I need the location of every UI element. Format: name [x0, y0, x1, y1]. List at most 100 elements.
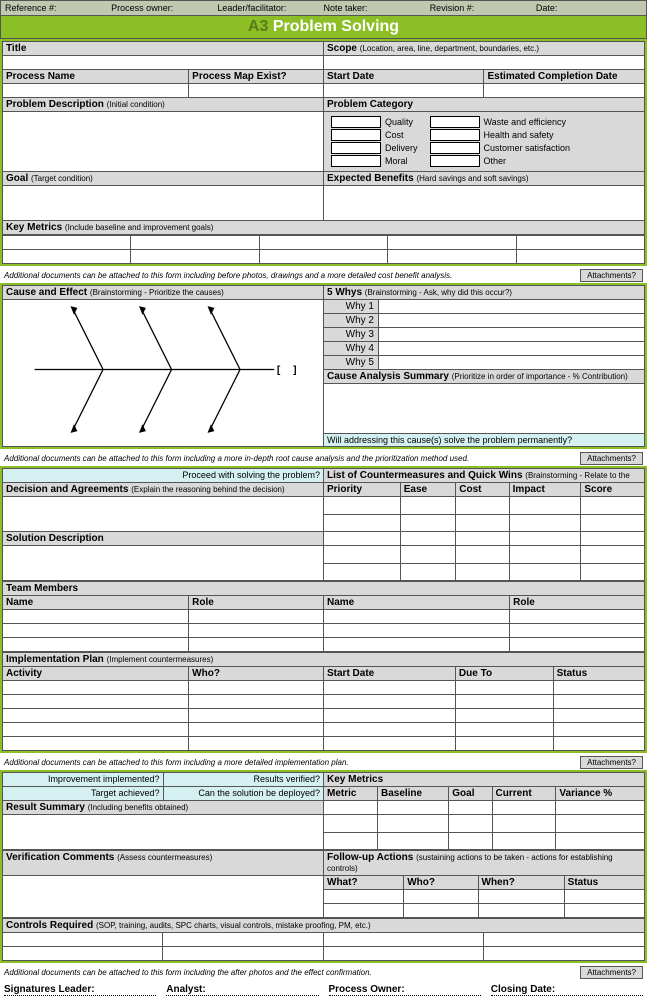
goal-value[interactable]: [3, 186, 324, 221]
date-label: Date:: [536, 3, 642, 13]
controls-label: Controls Required: [6, 920, 93, 931]
expben-hint: (Hard savings and soft savings): [416, 174, 528, 183]
why-value[interactable]: [379, 356, 645, 370]
km-cell[interactable]: [131, 236, 259, 250]
category-box[interactable]: [331, 116, 381, 128]
title-main: Problem Solving: [273, 18, 399, 35]
col-score: Score: [581, 483, 645, 497]
category-box[interactable]: [430, 129, 480, 141]
sig-owner[interactable]: Process Owner:: [329, 984, 481, 996]
section-implement: Proceed with solving the problem? List o…: [0, 466, 647, 753]
col-who: Who?: [189, 667, 324, 681]
probdesc-value[interactable]: [3, 112, 324, 172]
why-value[interactable]: [379, 328, 645, 342]
category-box[interactable]: [331, 142, 381, 154]
s2-attach-button[interactable]: Attachments?: [580, 452, 643, 465]
category-label: Customer satisfaction: [484, 143, 571, 153]
will-question: Will addressing this cause(s) solve the …: [324, 434, 645, 447]
col-start: Start Date: [323, 667, 455, 681]
expben-value[interactable]: [323, 186, 644, 221]
km-cell[interactable]: [516, 236, 644, 250]
category-grid: QualityCostDeliveryMoral Waste and effic…: [327, 113, 641, 170]
decision-value[interactable]: [3, 497, 324, 532]
scope-value[interactable]: [323, 56, 644, 70]
why-value[interactable]: [379, 314, 645, 328]
km-cell[interactable]: [3, 236, 131, 250]
verif-hint: (Assess countermeasures): [117, 853, 212, 862]
km-cell[interactable]: [131, 250, 259, 264]
s1-foot-text: Additional documents can be attached to …: [4, 271, 452, 280]
section-define: Title Scope (Location, area, line, depar…: [0, 39, 647, 266]
deploy-q: Can the solution be deployed?: [163, 787, 324, 801]
km-cell[interactable]: [259, 236, 387, 250]
owner-label: Process owner:: [111, 3, 217, 13]
km-cell[interactable]: [3, 250, 131, 264]
keymetrics-hint: (Include baseline and improvement goals): [65, 223, 214, 232]
results-q: Results verified?: [163, 773, 324, 787]
title-value[interactable]: [3, 56, 324, 70]
category-label: Cost: [385, 130, 404, 140]
meta-header: Reference #: Process owner: Leader/facil…: [0, 0, 647, 15]
title-label: Title: [6, 43, 26, 54]
name-col: Name: [323, 596, 509, 610]
category-box[interactable]: [430, 142, 480, 154]
col-baseline: Baseline: [377, 787, 448, 801]
s4-attach-button[interactable]: Attachments?: [580, 966, 643, 979]
s1-footnote: Additional documents can be attached to …: [0, 268, 647, 283]
col-impact: Impact: [509, 483, 581, 497]
goal-hint: (Target condition): [31, 174, 93, 183]
col-status: Status: [553, 667, 644, 681]
col-status: Status: [564, 876, 644, 890]
section-analyze: Cause and Effect (Brainstorming - Priori…: [0, 283, 647, 449]
category-box[interactable]: [430, 155, 480, 167]
soldesc-value[interactable]: [3, 546, 324, 581]
decision-hint: (Explain the reasoning behind the decisi…: [131, 485, 284, 494]
listcm-hint: (Brainstorming - Relate to the: [525, 471, 630, 480]
procname-label: Process Name: [6, 71, 75, 82]
sig-closing[interactable]: Closing Date:: [491, 984, 643, 996]
resultsum-hint: (Including benefits obtained): [88, 803, 189, 812]
resultsum-value[interactable]: [3, 815, 324, 850]
verif-value[interactable]: [3, 876, 324, 918]
km-cell[interactable]: [259, 250, 387, 264]
keymetrics2-label: Key Metrics: [324, 773, 645, 787]
sig-analyst[interactable]: Analyst:: [166, 984, 318, 996]
s1-attach-button[interactable]: Attachments?: [580, 269, 643, 282]
col-due: Due To: [455, 667, 553, 681]
km-cell[interactable]: [516, 250, 644, 264]
category-box[interactable]: [331, 155, 381, 167]
startdate-value[interactable]: [323, 84, 484, 98]
role-col: Role: [510, 596, 645, 610]
category-box[interactable]: [331, 129, 381, 141]
causesum-value[interactable]: [324, 384, 645, 434]
km-cell[interactable]: [388, 250, 516, 264]
mapexist-value[interactable]: [189, 84, 324, 98]
why-label: Why 1: [324, 300, 379, 314]
role-col: Role: [189, 596, 324, 610]
followup-label: Follow-up Actions: [327, 852, 413, 863]
why-value[interactable]: [379, 300, 645, 314]
decision-label: Decision and Agreements: [6, 484, 128, 495]
fishbone-diagram: [ ]: [3, 300, 324, 447]
procname-value[interactable]: [3, 84, 189, 98]
cause-hint: (Brainstorming - Prioritize the causes): [90, 288, 224, 297]
category-label: Waste and efficiency: [484, 117, 567, 127]
section-verify: Improvement implemented? Results verifie…: [0, 770, 647, 963]
km-cell[interactable]: [388, 236, 516, 250]
col-cost: Cost: [456, 483, 509, 497]
causesum-label: Cause Analysis Summary: [327, 371, 449, 382]
s3-attach-button[interactable]: Attachments?: [580, 756, 643, 769]
implplan-label: Implementation Plan: [6, 654, 104, 665]
cause-label: Cause and Effect: [6, 287, 87, 298]
probdesc-label: Problem Description: [6, 99, 104, 110]
category-label: Delivery: [385, 143, 418, 153]
svg-text:]: ]: [293, 365, 296, 376]
why-value[interactable]: [379, 342, 645, 356]
category-label: Other: [484, 156, 507, 166]
col-what: What?: [324, 876, 404, 890]
sig-leader[interactable]: Signatures Leader:: [4, 984, 156, 996]
estcomp-value[interactable]: [484, 84, 645, 98]
whys-hint: (Brainstorming - Ask, why did this occur…: [365, 288, 512, 297]
category-box[interactable]: [430, 116, 480, 128]
mapexist-label: Process Map Exist?: [192, 71, 286, 82]
